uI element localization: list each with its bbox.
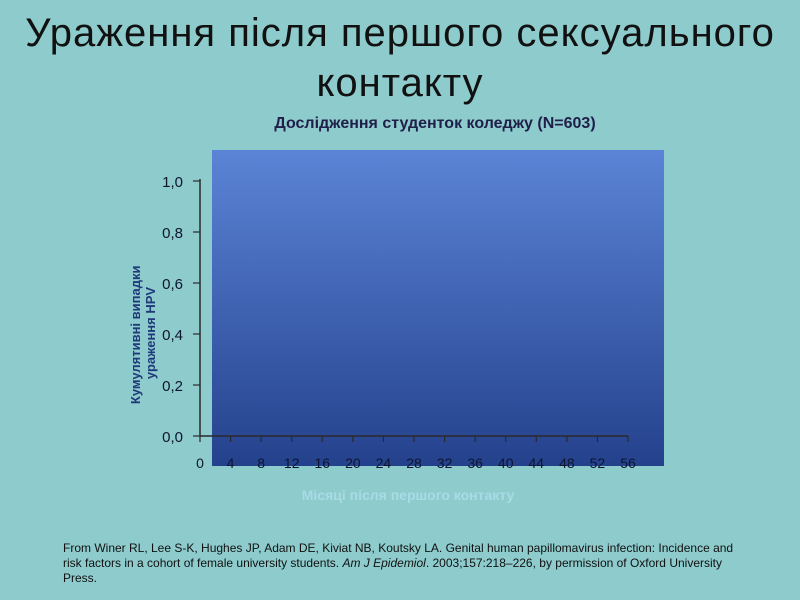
x-tick-label: 32: [437, 455, 453, 471]
x-axis-ticks: 0 4 8 12 16 20 24 28 32 36 40 44 48 52 56: [196, 436, 636, 471]
citation-details: . 2003;157:218–226, by permission of Oxf…: [63, 556, 722, 585]
x-tick-label: 4: [227, 455, 235, 471]
slide-title-line-2: контакту: [316, 61, 484, 105]
x-tick-label: 8: [257, 455, 265, 471]
y-tick-label: 0,6: [162, 276, 183, 293]
y-axis-ticks: 0,0 0,2 0,4 0,6 0,8 1,0: [162, 174, 200, 446]
citation-journal: Am J Epidemiol: [342, 556, 426, 570]
x-axis-label: Місяці після першого контакту: [302, 487, 515, 503]
citation: From Winer RL, Lee S-K, Hughes JP, Adam …: [63, 541, 743, 586]
x-tick-label: 36: [467, 455, 483, 471]
x-tick-label: 12: [284, 455, 300, 471]
y-tick-label: 0,2: [162, 378, 183, 395]
slide-title: Ураження після першого сексуального конт…: [0, 8, 800, 108]
x-tick-label: 24: [376, 455, 392, 471]
y-axis-label: Кумулятивні випадки ураження HPV: [128, 262, 158, 404]
x-tick-label: 52: [590, 455, 606, 471]
y-tick-label: 0,8: [162, 225, 183, 242]
chart-title: Дослідження студенток коледжу (N=603): [274, 115, 596, 132]
x-tick-label: 16: [314, 455, 330, 471]
y-tick-label: 1,0: [162, 174, 183, 191]
x-tick-label: 56: [620, 455, 636, 471]
x-tick-label: 20: [345, 455, 361, 471]
x-tick-label: 48: [559, 455, 575, 471]
x-tick-label: 28: [406, 455, 422, 471]
y-tick-label: 0,4: [162, 327, 183, 344]
y-tick-label: 0,0: [162, 429, 183, 446]
slide-title-line-1: Ураження після першого сексуального: [25, 11, 775, 55]
x-tick-label: 0: [196, 455, 204, 471]
x-tick-label: 44: [528, 455, 544, 471]
plot-area: [212, 150, 664, 466]
citation-authors: From Winer RL, Lee S-K, Hughes JP, Adam …: [63, 541, 734, 570]
x-tick-label: 40: [498, 455, 514, 471]
